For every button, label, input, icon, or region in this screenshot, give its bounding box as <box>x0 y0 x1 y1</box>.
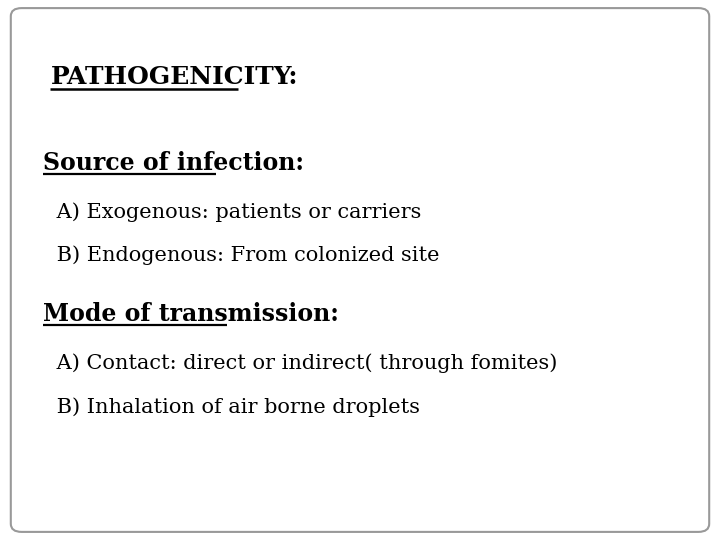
Text: B) Endogenous: From colonized site: B) Endogenous: From colonized site <box>50 246 440 265</box>
FancyBboxPatch shape <box>11 8 709 532</box>
Text: Mode of transmission:: Mode of transmission: <box>43 302 339 326</box>
Text: B) Inhalation of air borne droplets: B) Inhalation of air borne droplets <box>50 397 420 416</box>
Text: PATHOGENICITY:: PATHOGENICITY: <box>50 65 298 89</box>
Text: A) Contact: direct or indirect( through fomites): A) Contact: direct or indirect( through … <box>50 354 558 373</box>
Text: Source of infection:: Source of infection: <box>43 151 304 175</box>
Text: A) Exogenous: patients or carriers: A) Exogenous: patients or carriers <box>50 202 422 222</box>
